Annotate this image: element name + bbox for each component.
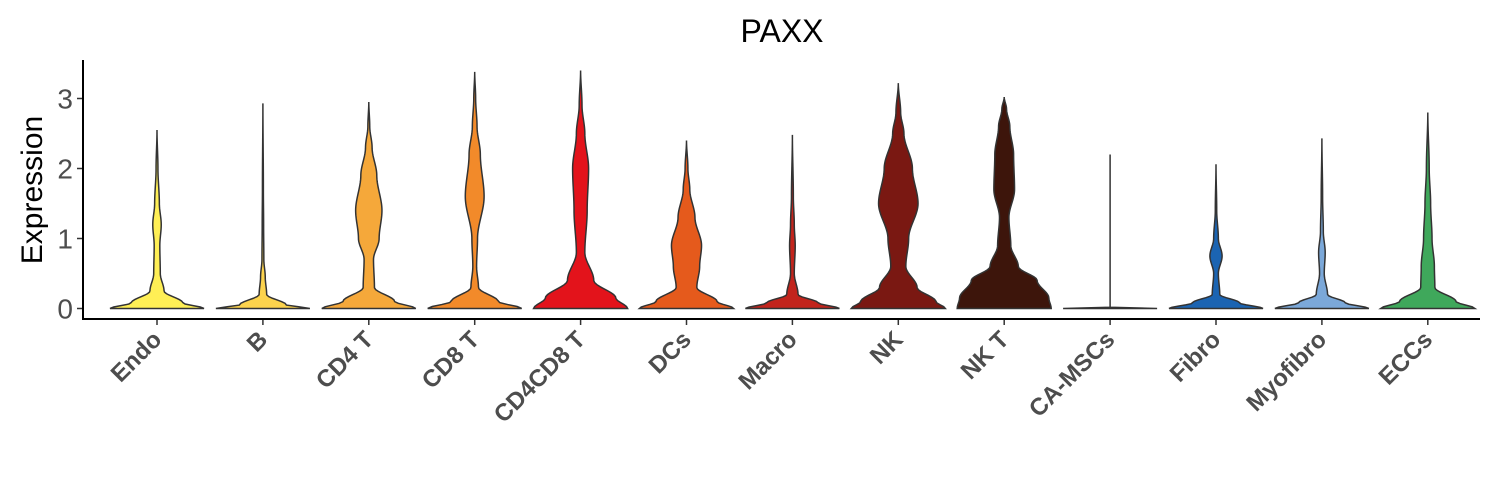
x-tick-label: CD8 T bbox=[417, 326, 485, 394]
violin-eccs bbox=[1378, 112, 1478, 310]
x-tick-label: CD4CD8 T bbox=[489, 326, 591, 428]
x-tick-label: Myofibro bbox=[1241, 326, 1332, 417]
x-tick-label: NK bbox=[865, 326, 909, 370]
violin-ca-mscs bbox=[1063, 154, 1158, 310]
violins-group bbox=[109, 70, 1478, 310]
x-tick-label: CD4 T bbox=[311, 326, 379, 394]
violin-nk bbox=[849, 83, 947, 310]
x-tick-label: Macro bbox=[734, 326, 803, 395]
y-axis-ticks: 0 1 2 3 bbox=[57, 84, 83, 325]
violin-cd8-t bbox=[427, 71, 522, 310]
x-tick-label: NK T bbox=[956, 326, 1015, 385]
violin-endo bbox=[109, 130, 205, 310]
x-tick-label: B bbox=[242, 326, 273, 357]
x-tick-label: ECCs bbox=[1374, 326, 1438, 390]
chart-title: PAXX bbox=[741, 13, 824, 49]
y-tick-label: 1 bbox=[57, 224, 73, 255]
y-tick-label: 0 bbox=[57, 294, 73, 325]
violin-dcs bbox=[637, 140, 736, 310]
violin-myofibro bbox=[1274, 138, 1370, 310]
x-tick-label: Fibro bbox=[1165, 326, 1227, 388]
x-tick-label: Endo bbox=[106, 326, 168, 388]
y-tick-label: 3 bbox=[57, 84, 73, 115]
violin-fibro bbox=[1168, 164, 1264, 310]
violin-macro bbox=[745, 134, 840, 310]
y-tick-label: 2 bbox=[57, 154, 73, 185]
x-axis-ticks: Endo B CD4 T CD8 T CD4CD8 T DCs Macro NK NK T CA-… bbox=[106, 319, 1438, 428]
violin-b bbox=[215, 103, 311, 310]
x-tick-label: DCs bbox=[644, 326, 697, 379]
y-axis-label: Expression bbox=[16, 116, 49, 264]
x-tick-label: CA-MSCs bbox=[1024, 326, 1120, 422]
violin-cd4cd8-t bbox=[532, 70, 629, 310]
violin-cd4-t bbox=[321, 101, 417, 310]
violin-nk-t bbox=[956, 97, 1053, 310]
